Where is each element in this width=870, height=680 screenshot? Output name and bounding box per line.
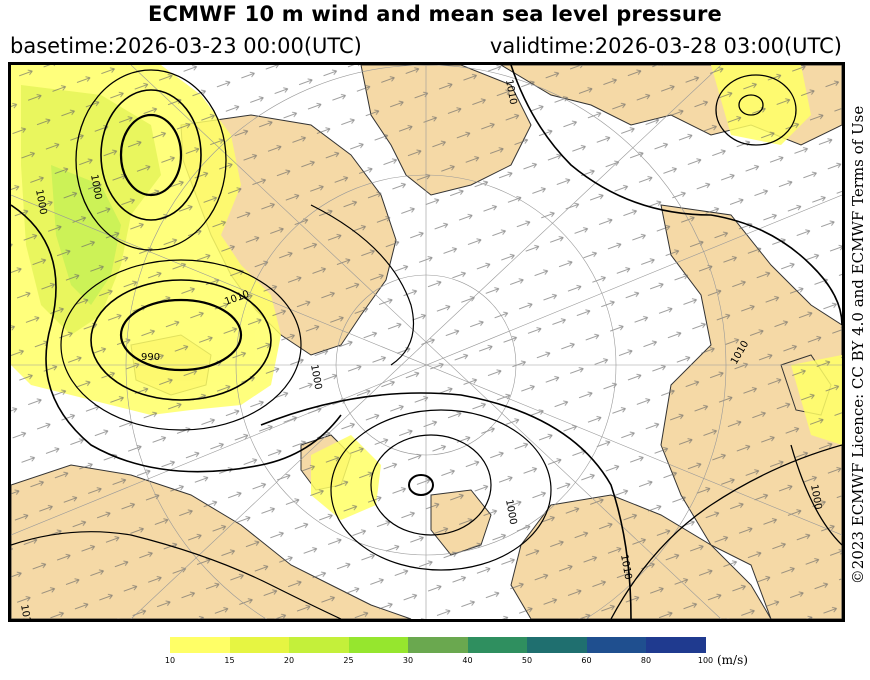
colorbar-tick-label: 40: [462, 656, 473, 665]
graticule: [11, 65, 842, 619]
colorbar-swatch: [408, 637, 468, 653]
wind-speed-colorbar: [170, 637, 706, 653]
validtime-label: validtime:2026-03-28 03:00(UTC): [489, 34, 842, 58]
colorbar-tick-label: 50: [521, 656, 533, 665]
colorbar-tick-label: 25: [343, 656, 354, 665]
high-center-alaska: [738, 94, 764, 116]
map-title: ECMWF 10 m wind and mean sea level press…: [147, 2, 722, 26]
map-panel[interactable]: 1000 1000 990 1010 1000 1000 1010 1000 1…: [8, 62, 845, 622]
isobar-label: 1000: [88, 174, 103, 201]
colorbar-swatch: [467, 637, 527, 653]
wind-arrows: [11, 65, 842, 619]
colorbar-tick-label: 10: [164, 656, 176, 665]
colorbar-tick-label: 15: [224, 656, 235, 665]
isobar-label: 1010: [618, 554, 633, 581]
basetime-label: basetime:2026-03-23 00:00(UTC): [10, 34, 362, 58]
low-center-kara: [408, 474, 434, 496]
map-svg: 1000 1000 990 1010 1000 1000 1010 1000 1…: [11, 65, 842, 619]
isobar-label: 1010: [18, 604, 33, 619]
colorbar-swatch: [170, 637, 230, 653]
isobar-label: 1000: [33, 189, 48, 216]
colorbar-tick-label: 20: [283, 656, 295, 665]
low-center-iceland: [119, 298, 243, 372]
isobar-label: 1010: [503, 79, 518, 106]
colorbar-tick-label: 100: [697, 656, 714, 665]
colorbar-swatch: [586, 637, 646, 653]
colorbar-swatch: [527, 637, 587, 653]
isobars: [11, 65, 842, 619]
colorbar-tick-label: 30: [402, 656, 414, 665]
colorbar-tick-label: 60: [581, 656, 592, 665]
colorbar-tick-labels: 10 15 20 25 30 40 50 60 80 100: [165, 656, 730, 670]
colorbar-swatch: [289, 637, 349, 653]
isobar-label: 1000: [808, 484, 823, 511]
colorbar-tick-label: 80: [640, 656, 652, 665]
credit-text: ©2023 ECMWF Licence: CC BY 4.0 and ECMWF…: [848, 82, 868, 607]
colorbar-swatch: [348, 637, 408, 653]
colorbar-swatch: [646, 637, 706, 653]
isobar-label: 1000: [308, 364, 323, 391]
credit-label: ©2023 ECMWF Licence: CC BY 4.0 and ECMWF…: [849, 105, 867, 584]
low-center-north-atlantic: [119, 113, 183, 197]
colorbar-unit: (m/s): [717, 653, 748, 667]
isobar-label: 990: [141, 352, 160, 363]
isobar-label: 1000: [503, 499, 518, 526]
colorbar-swatch: [229, 637, 289, 653]
